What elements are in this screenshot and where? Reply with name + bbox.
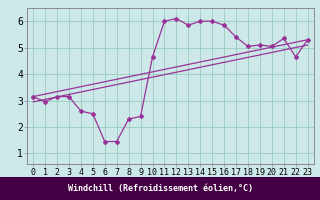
Text: Windchill (Refroidissement éolien,°C): Windchill (Refroidissement éolien,°C) [68,184,252,193]
